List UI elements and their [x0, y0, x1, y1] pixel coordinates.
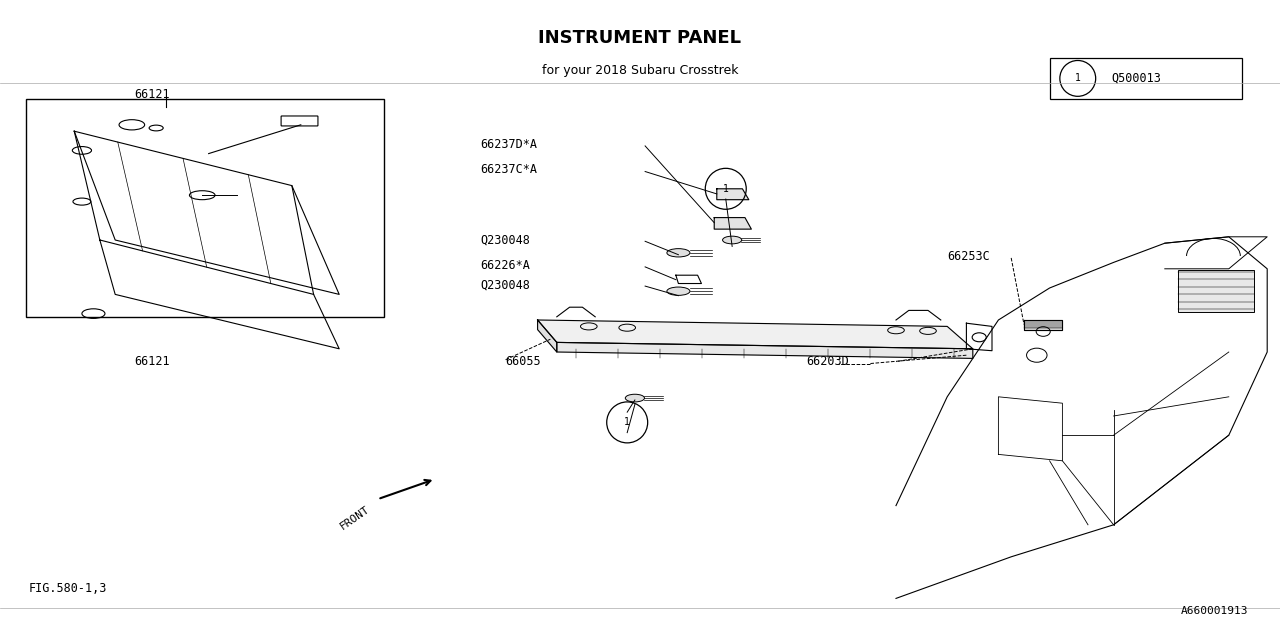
Text: FRONT: FRONT	[338, 504, 371, 532]
Text: FIG.580-1,3: FIG.580-1,3	[28, 582, 106, 595]
Polygon shape	[717, 189, 749, 200]
Text: INSTRUMENT PANEL: INSTRUMENT PANEL	[539, 29, 741, 47]
Polygon shape	[538, 320, 973, 349]
Text: Q230048: Q230048	[480, 278, 530, 291]
Ellipse shape	[625, 394, 645, 402]
FancyBboxPatch shape	[1178, 270, 1254, 312]
Text: 1: 1	[1075, 74, 1080, 83]
Text: A660001913: A660001913	[1180, 606, 1248, 616]
Text: 66055: 66055	[506, 355, 541, 368]
Text: 1: 1	[625, 417, 630, 428]
Polygon shape	[557, 342, 973, 358]
Bar	[1050, 58, 1242, 99]
Text: 66237D*A: 66237D*A	[480, 138, 538, 150]
Text: 66253C: 66253C	[947, 250, 989, 262]
Text: 66121: 66121	[134, 88, 170, 101]
Polygon shape	[1024, 320, 1062, 330]
Text: Q500013: Q500013	[1111, 72, 1161, 85]
Ellipse shape	[667, 287, 690, 296]
Text: 66203D: 66203D	[806, 355, 849, 368]
Text: Q230048: Q230048	[480, 234, 530, 246]
Text: 66226*A: 66226*A	[480, 259, 530, 272]
Ellipse shape	[667, 248, 690, 257]
Text: 66121: 66121	[134, 355, 170, 368]
Ellipse shape	[722, 236, 742, 244]
Polygon shape	[714, 218, 751, 229]
Text: for your 2018 Subaru Crosstrek: for your 2018 Subaru Crosstrek	[541, 64, 739, 77]
Text: 66237C*A: 66237C*A	[480, 163, 538, 176]
Bar	[26, 99, 384, 317]
Polygon shape	[538, 320, 557, 352]
Text: 1: 1	[723, 184, 728, 194]
